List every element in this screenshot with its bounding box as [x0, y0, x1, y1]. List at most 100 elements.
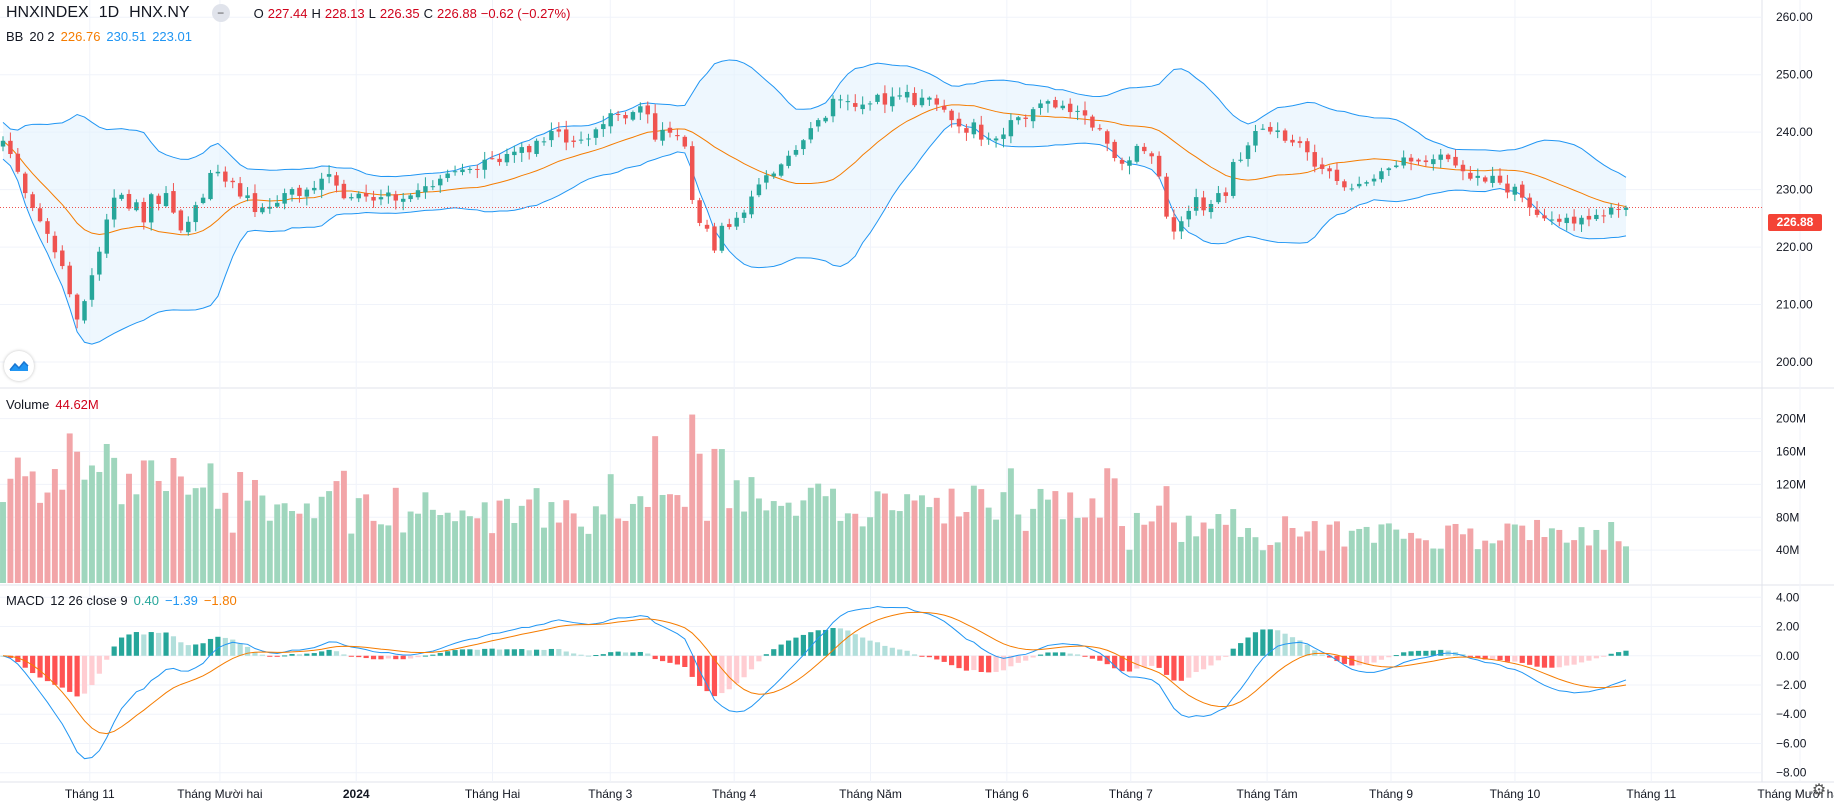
macd-histogram-bar	[1045, 652, 1051, 656]
macd-histogram-bar	[1119, 655, 1125, 672]
macd-histogram-bar	[1408, 651, 1414, 656]
volume-bar	[793, 515, 799, 583]
volume-bar	[22, 476, 29, 583]
volume-bar	[785, 502, 792, 583]
candle-body	[1030, 109, 1036, 122]
symbol-legend[interactable]: HNXINDEX 1D HNX.NY − O 227.44 H 228.13 L 22…	[6, 4, 570, 22]
candle-body	[467, 168, 473, 170]
macd-histogram-bar	[860, 637, 866, 656]
macd-legend[interactable]: MACD 12 26 close 9 0.40 −1.39 −1.80	[6, 593, 237, 608]
bb-upper-line	[2, 59, 1627, 178]
volume-bar	[681, 506, 688, 583]
volume-bar	[340, 470, 347, 583]
candle-body	[1327, 168, 1332, 172]
tradingview-logo-icon[interactable]	[4, 351, 34, 381]
volume-name[interactable]: Volume	[6, 397, 50, 412]
candle-body	[1408, 157, 1414, 162]
candle-body	[1045, 101, 1051, 104]
volume-bar	[822, 496, 829, 583]
macd-histogram-bar	[541, 649, 547, 656]
candle-body	[1601, 215, 1606, 217]
macd-histogram-bar	[244, 646, 251, 656]
volume-bar	[496, 500, 503, 583]
volume-bar	[437, 515, 444, 583]
volume-legend[interactable]: Volume 44.62M	[6, 397, 99, 412]
macd-histogram-bar	[1556, 655, 1562, 668]
candle-body	[1201, 197, 1206, 211]
volume-bar	[1489, 543, 1496, 583]
low-label: L	[368, 5, 376, 21]
candle-body	[1586, 215, 1592, 220]
volume-bar	[696, 453, 703, 583]
candle-body	[356, 193, 361, 199]
macd-histogram-bar	[1267, 629, 1273, 656]
candle-body	[971, 122, 977, 135]
minus-icon[interactable]: −	[211, 4, 230, 22]
macd-histogram-bar	[1223, 655, 1229, 657]
candle-body	[252, 193, 258, 213]
bb-legend[interactable]: BB 20 2 226.76 230.51 223.01	[6, 29, 192, 44]
macd-name[interactable]: MACD	[6, 593, 45, 608]
candle-body	[1008, 120, 1014, 137]
macd-histogram-bar	[1364, 655, 1370, 665]
macd-histogram-bar	[348, 655, 354, 657]
macd-histogram-bar	[689, 655, 695, 677]
candle-body	[193, 205, 198, 223]
volume-bar	[385, 525, 392, 583]
volume-bar	[570, 513, 577, 583]
macd-histogram-bar	[778, 644, 784, 656]
candle-body	[74, 294, 80, 320]
candle-body	[734, 217, 739, 227]
bollinger-bands	[2, 59, 1627, 345]
macd-histogram-bar	[1356, 655, 1362, 666]
volume-bar	[407, 511, 414, 583]
symbol-name[interactable]: HNXINDEX	[6, 4, 89, 21]
last-price-tag: 226.88	[1768, 214, 1822, 231]
macd-histogram-bar	[274, 655, 280, 657]
volume-bar	[1408, 532, 1415, 583]
candle-body	[245, 195, 250, 199]
candle-body	[282, 193, 287, 204]
time-tick-label: Tháng 11	[1626, 787, 1676, 801]
volume-bar	[1445, 525, 1452, 583]
volume-bar	[1541, 537, 1548, 583]
candle-body	[1623, 207, 1629, 210]
macd-histogram-bar	[1326, 655, 1333, 658]
volume-bar	[185, 494, 192, 583]
close-value: 226.88	[437, 5, 477, 21]
macd-histogram-bar	[734, 655, 740, 684]
macd-histogram-bar	[533, 649, 540, 656]
time-tick-label: Tháng Năm	[839, 787, 902, 801]
macd-histogram-bar	[978, 655, 984, 673]
candle-body	[148, 194, 154, 223]
volume-bar	[1237, 536, 1244, 583]
volume-bar	[718, 449, 725, 583]
candle-body	[623, 115, 628, 119]
macd-histogram-bar	[237, 643, 243, 656]
macd-histogram-bar	[941, 655, 947, 662]
candle-body	[697, 200, 702, 223]
candle-body	[1319, 164, 1325, 169]
candle-body	[1275, 130, 1280, 132]
candle-body	[1386, 168, 1392, 171]
volume-bar	[1378, 524, 1385, 583]
macd-histogram-bar	[741, 655, 747, 678]
volume-bar	[1519, 525, 1526, 583]
macd-histogram-bar	[1230, 648, 1236, 656]
interval-label[interactable]: 1D	[98, 4, 120, 21]
macd-histogram-bar	[1341, 655, 1347, 664]
bb-name[interactable]: BB	[6, 29, 24, 44]
macd-histogram-bar	[252, 652, 258, 656]
candle-body	[1542, 215, 1547, 219]
macd-histogram-bar	[52, 655, 58, 685]
time-tick-label: Tháng Hai	[465, 787, 520, 801]
macd-histogram-bar	[319, 651, 325, 656]
macd-histogram-bar	[1415, 650, 1422, 656]
gear-icon[interactable]: ⚙	[1811, 782, 1827, 799]
macd-histogram-bar	[1171, 655, 1177, 681]
macd-histogram-bar	[7, 655, 14, 658]
candle-body	[89, 275, 95, 300]
candle-body	[541, 141, 547, 143]
